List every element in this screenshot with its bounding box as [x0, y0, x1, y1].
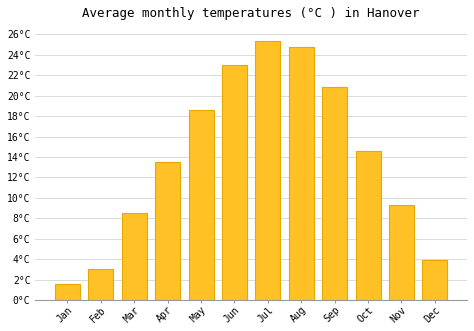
Bar	[356, 151, 381, 300]
Title: Average monthly temperatures (°C ) in Hanover: Average monthly temperatures (°C ) in Ha…	[82, 7, 420, 20]
Bar	[289, 47, 314, 300]
Bar	[389, 205, 414, 300]
Bar	[122, 213, 147, 300]
Bar	[55, 284, 80, 300]
Bar	[322, 87, 347, 300]
Bar	[422, 260, 447, 300]
Bar	[88, 269, 113, 300]
Bar	[222, 65, 247, 300]
Bar	[189, 110, 214, 300]
Bar	[155, 162, 180, 300]
Bar	[255, 41, 281, 300]
